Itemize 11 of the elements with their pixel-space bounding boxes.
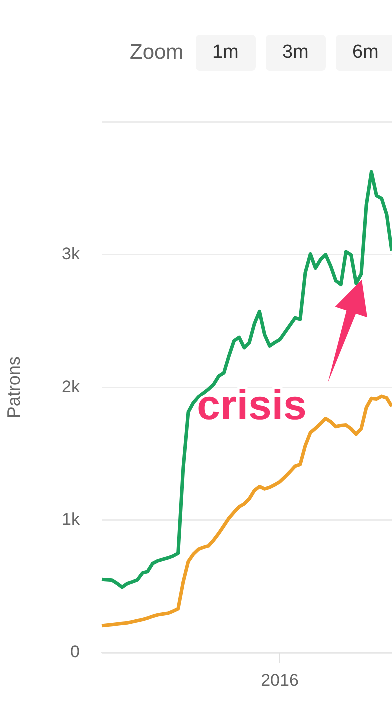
- y-tick-label: 3k: [62, 244, 80, 264]
- text: 6m: [336, 35, 392, 71]
- y-tick-label: 1k: [62, 510, 80, 529]
- y-tick-label: 2k: [62, 377, 80, 396]
- y-axis-title: Patrons: [4, 356, 24, 419]
- text: 2016: [261, 671, 299, 690]
- text: 1m: [196, 35, 256, 71]
- annotation: crisis: [197, 382, 307, 429]
- text: Zoom: [130, 41, 184, 65]
- text: 3m: [266, 35, 326, 71]
- y-tick-label: 0: [70, 642, 80, 662]
